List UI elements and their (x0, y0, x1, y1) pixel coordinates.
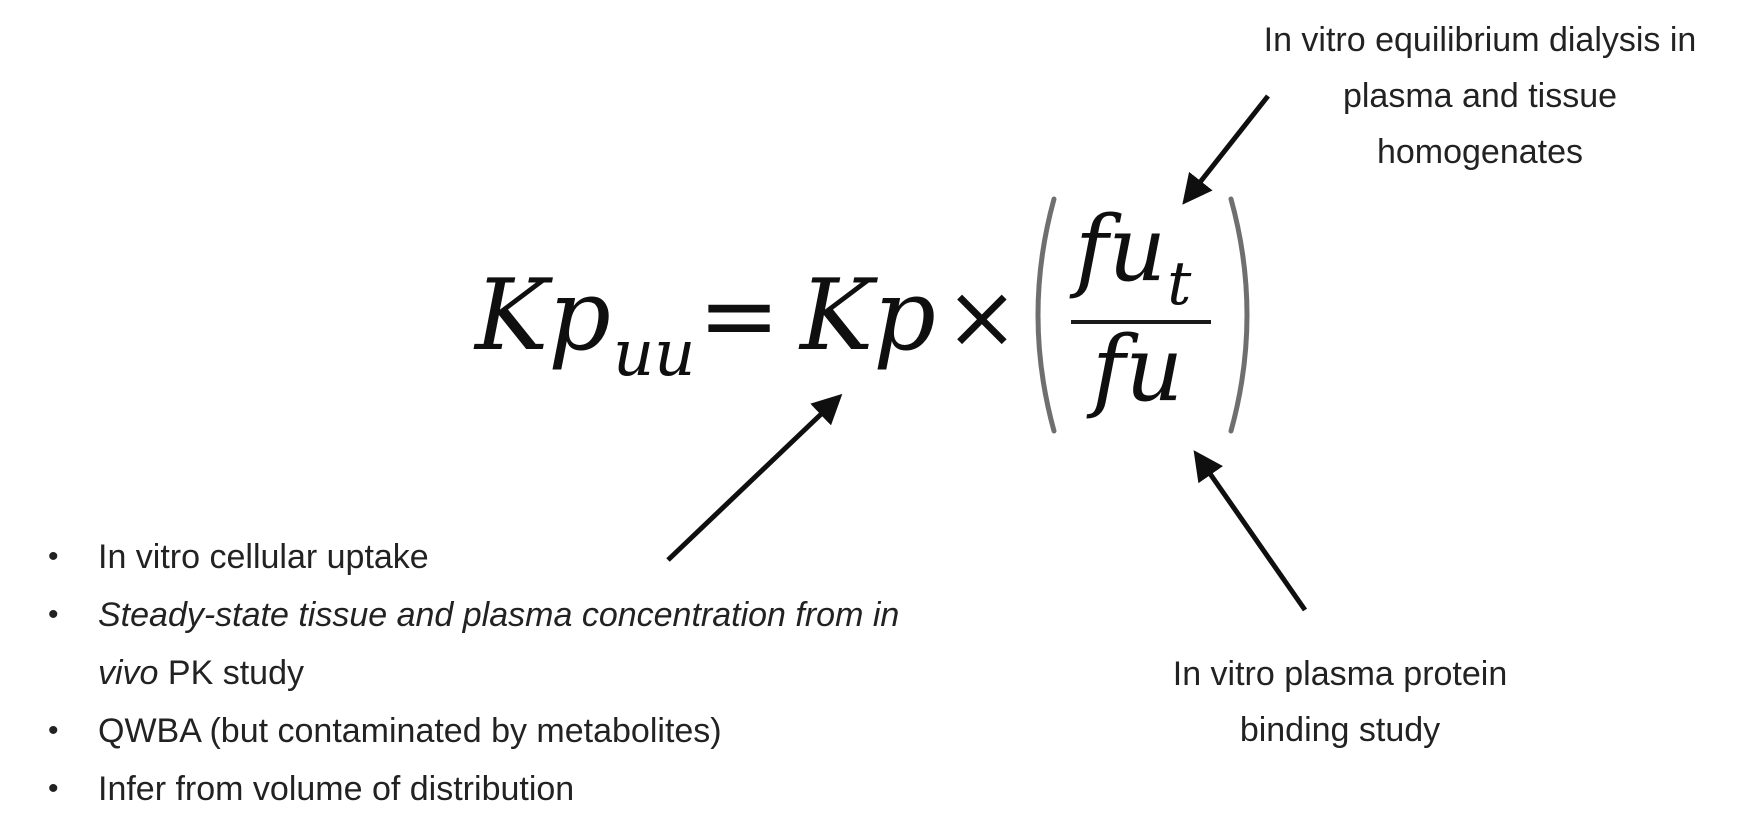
bullet-dot: • (48, 598, 59, 631)
bullet-dot: • (48, 772, 59, 805)
equation-lhs-main: Kp (475, 259, 611, 373)
fraction-numerator: fut (1075, 205, 1191, 315)
numerator-main: fu (1075, 197, 1167, 302)
list-item-text: QWBA (but contaminated by metabolites) (98, 712, 722, 750)
list-item: • Steady-state tissue and plasma concent… (40, 586, 940, 702)
list-item-text: In vitro cellular uptake (98, 538, 429, 576)
times-sign: × (945, 265, 1019, 368)
annotation-top-line-1: In vitro equilibrium dialysis in (1263, 21, 1697, 59)
equation-lhs: Kpuu (475, 267, 695, 386)
list-item-text: PK study (158, 654, 304, 692)
right-parenthesis (1228, 196, 1250, 434)
list-item-italic-text: Steady-state tissue and plasma concentra… (98, 596, 900, 692)
list-item-text: Infer from volume of distribution (98, 770, 575, 808)
bullet-dot: • (48, 540, 59, 573)
list-item: • In vitro cellular uptake (40, 528, 940, 586)
fraction-denominator: fu (1092, 317, 1184, 422)
bullet-dot: • (48, 714, 59, 747)
equation: Kpuu = Kp × fut fu (475, 195, 1295, 455)
left-parenthesis (1035, 196, 1057, 434)
list-item: • QWBA (but contaminated by metabolites) (40, 702, 940, 760)
arrow-to-fu (1193, 450, 1308, 612)
equation-lhs-subscript: uu (612, 317, 696, 391)
annotation-equilibrium-dialysis: In vitro equilibrium dialysis in plasma … (1200, 12, 1757, 180)
kp-methods-list: • In vitro cellular uptake • Steady-stat… (40, 528, 940, 818)
list-item: • Infer from volume of distribution (40, 760, 940, 818)
annotation-bottom-line-2: binding study (1239, 711, 1441, 749)
numerator-subscript: t (1167, 249, 1192, 319)
annotation-top-line-2: plasma and tissue (1342, 77, 1618, 115)
equation-kp: Kp (800, 259, 936, 373)
annotation-protein-binding: In vitro plasma protein binding study (1120, 646, 1560, 758)
annotation-top-line-3: homogenates (1376, 133, 1584, 171)
equals-sign: = (698, 259, 781, 373)
annotation-bottom-line-1: In vitro plasma protein (1172, 655, 1508, 693)
fraction-bar (1071, 320, 1211, 324)
